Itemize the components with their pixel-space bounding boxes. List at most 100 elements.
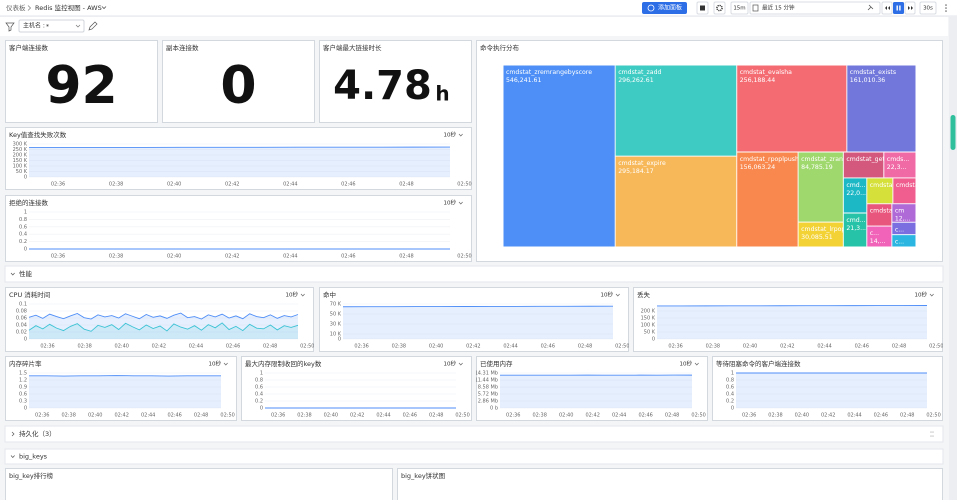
interval-select[interactable]: 10秒 [286,291,299,299]
treemap-cell[interactable] [843,152,884,178]
interval-select[interactable]: 10秒 [601,291,614,299]
add-panel-label[interactable]: 添加面板 [658,4,682,12]
edit-icon[interactable] [88,21,98,31]
y-tick-label: 30 K [330,322,342,328]
treemap-cell[interactable] [843,213,867,247]
interval-select[interactable]: 10秒 [915,291,928,299]
y-tick-label: 0 [731,406,734,412]
settings-button[interactable] [713,1,726,15]
add-panel-button[interactable]: 添加面板 [642,2,687,14]
pause-button[interactable] [893,2,904,14]
treemap-cell[interactable] [891,203,916,223]
treemap-cell[interactable] [891,222,916,235]
y-tick-label: 50 K [644,330,656,336]
interval-select[interactable]: 10秒 [444,199,457,207]
settings-icon [716,4,723,12]
refresh-interval-label[interactable]: 30s [923,6,933,12]
pin-icon[interactable] [867,4,874,11]
treemap-cell[interactable] [798,222,844,247]
title-dropdown[interactable] [101,6,107,10]
treemap-cell[interactable] [736,152,799,247]
x-tick-label: 02:40 [88,413,102,419]
x-tick-label: 02:44 [376,413,390,419]
dashboard-title[interactable]: Redis 监控视图 - AWS [35,3,102,12]
scrollbar-thumb[interactable] [950,115,956,150]
time-range-picker[interactable] [749,1,881,15]
dropdown-icon[interactable] [458,133,463,137]
x-tick-label: 02:46 [541,344,555,350]
row-toggle[interactable] [10,272,15,276]
row-title[interactable]: 性能 [19,269,33,278]
pause-icon [899,5,901,11]
range-button[interactable] [730,1,749,15]
timeseries-panel: 最大内存限制收回的key数 10秒 00.20.40.60.81 02:36 02:38… [241,356,472,421]
treemap-cell[interactable] [615,156,737,247]
host-filter[interactable] [18,19,85,33]
treemap-cell[interactable] [503,65,616,247]
range-label[interactable]: 15m [733,6,745,12]
x-tick-label: 02:42 [585,413,599,419]
row-toggle[interactable] [10,455,15,459]
y-tick-label: 0.8 [726,378,734,384]
dropdown-icon[interactable] [458,201,463,205]
row-toggle[interactable] [11,431,15,437]
series-area [29,147,450,177]
treemap-cell[interactable] [843,177,867,214]
x-tick-label: 02:46 [874,413,888,419]
panel-bg [712,356,943,421]
treemap-cell[interactable] [798,152,844,223]
drag-handle[interactable] [930,431,934,437]
x-tick-label: 02:40 [167,182,181,188]
refresh-interval-button[interactable] [919,1,937,15]
treemap-cell[interactable] [736,65,847,153]
x-tick-label: 02:44 [189,344,203,350]
row-title[interactable]: big_keys [19,453,48,461]
add-icon[interactable] [647,4,655,12]
dropdown-icon[interactable] [300,293,305,297]
treemap-cell[interactable] [866,177,893,204]
filter-dropdown[interactable] [75,24,81,28]
series-area [500,375,692,408]
filter-value[interactable]: * [46,24,49,31]
row-header[interactable] [4,265,944,283]
y-tick-label: 1 [731,371,734,377]
treemap-cell[interactable] [883,152,916,178]
dropdown-icon[interactable] [458,362,463,366]
add-panel-bg[interactable] [642,2,687,14]
treemap-cell[interactable] [846,65,916,153]
filter-icon[interactable] [5,22,15,32]
row-header[interactable] [4,448,944,465]
treemap-tile: c...14,... [866,226,892,248]
dropdown-icon[interactable] [929,293,934,297]
timeseries-panel: 内存碎片率 10秒 00.30.60.91.21.5 02:36 02:38 02:40 0… [5,356,237,421]
treemap-label: c... [895,226,904,233]
panel-title: 命中 [323,290,336,299]
treemap-value: 295,184.17 [618,168,653,175]
treemap-cell[interactable] [891,234,916,247]
x-tick-label: 02:50 [455,413,469,419]
treemap-label: cm [895,208,904,215]
dropdown-icon[interactable] [223,362,228,366]
treemap-cell[interactable] [892,177,917,204]
treemap-tile: c... [891,222,916,235]
row-title[interactable]: 持久化（3） [19,429,56,438]
treemap-cell[interactable] [615,65,737,157]
time-range-label[interactable]: 最近 15 分钟 [762,4,795,12]
panel-bg [241,356,472,421]
interval-select[interactable]: 10秒 [209,360,222,368]
breadcrumb-root[interactable]: 仪表板 [6,3,26,12]
interval-select[interactable]: 10秒 [444,360,457,368]
treemap-cell[interactable] [866,226,892,248]
treemap-cell[interactable] [866,203,892,227]
panel-title: 等待阻塞命令的客户端连接数 [716,359,801,368]
dropdown-icon[interactable] [615,293,620,297]
treemap-value: 22,3... [887,164,907,171]
interval-select[interactable]: 10秒 [680,360,693,368]
y-tick-label: 0.6 [19,224,27,230]
row-header[interactable] [4,425,944,443]
interval-select[interactable]: 10秒 [444,131,457,139]
dropdown-icon[interactable] [694,362,699,366]
breadcrumb-separator [27,5,32,11]
